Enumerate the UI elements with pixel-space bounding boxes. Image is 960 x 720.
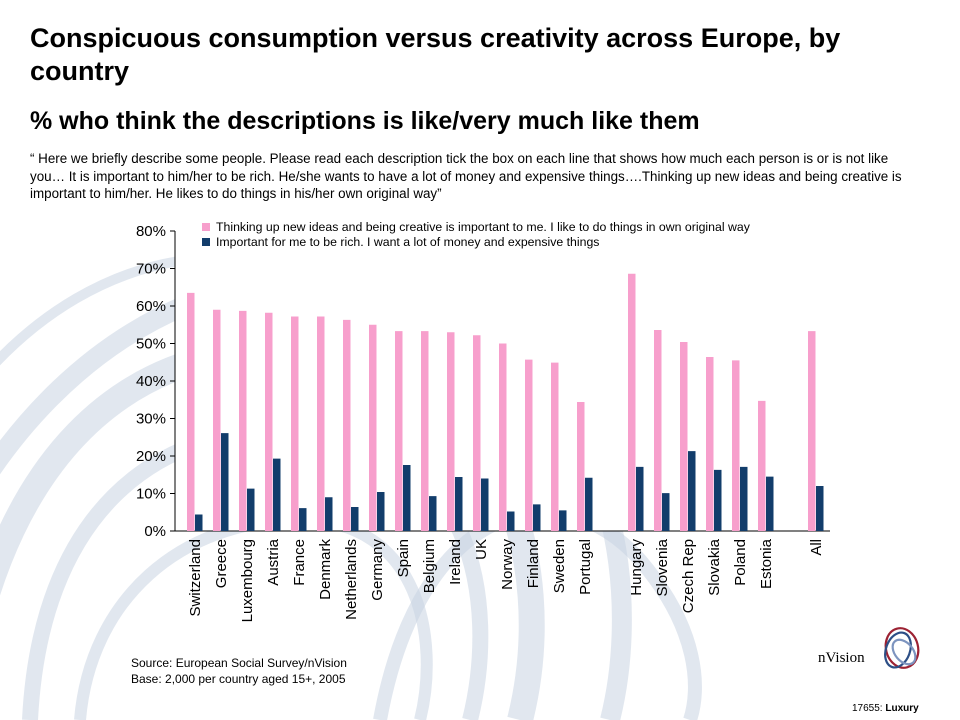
bar-rich [195,514,203,531]
bar-rich [403,465,411,531]
bar-creativity [706,357,714,531]
source-note: Source: European Social Survey/nVision B… [131,655,347,687]
bar-creativity [343,319,351,531]
x-tick-label: Sweden [551,539,568,593]
bar-creativity [421,331,429,531]
bar-rich [714,469,722,531]
bar-creativity [680,342,688,531]
bar-rich [429,496,437,531]
base-line: Base: 2,000 per country aged 15+, 2005 [131,672,346,686]
bar-creativity [654,330,662,531]
y-tick-label: 10% [136,486,166,503]
legend-label: Important for me to be rich. I want a lo… [216,235,599,249]
bar-rich [662,493,670,531]
reference-code: 17655: [852,703,883,714]
nvision-logo: nVision [818,624,928,674]
x-tick-label: UK [473,539,490,560]
bar-creativity [265,312,273,531]
bar-rich [247,488,255,531]
x-tick-label: Luxembourg [239,539,256,622]
bar-rich [221,433,229,531]
bar-rich [377,492,385,531]
nvision-logo-mark [884,627,920,669]
footer-reference: 17655: Luxury [852,703,919,715]
bar-rich [325,497,333,531]
x-tick-label: Czech Rep [680,539,697,613]
y-tick-label: 70% [136,261,166,278]
page-title: Conspicuous consumption versus creativit… [30,23,841,86]
y-tick-label: 20% [136,448,166,465]
x-tick-label: Slovakia [706,538,723,595]
x-tick-label: Estonia [758,538,775,589]
bar-rich [740,466,748,531]
bar-creativity [551,362,559,531]
bar-creativity [525,359,533,531]
y-tick-label: 40% [136,373,166,390]
x-tick-label: Poland [732,539,749,586]
bar-creativity [369,324,377,531]
y-tick-label: 80% [136,223,166,240]
y-tick-label: 0% [144,523,166,540]
bar-rich [559,510,567,531]
bar-rich [481,478,489,531]
x-tick-label: Austria [265,538,282,585]
bar-rich [273,458,281,531]
x-tick-label: Switzerland [187,539,204,617]
bar-creativity [395,331,403,531]
y-tick-label: 50% [136,336,166,353]
x-tick-label: Portugal [577,539,594,595]
bar-creativity [187,292,195,531]
bar-rich [636,466,644,531]
bar-rich [351,507,359,531]
x-tick-label: Norway [499,539,516,590]
bar-creativity [732,360,740,531]
survey-question-quote: “ Here we briefly describe some people. … [30,151,902,201]
bar-rich [455,477,463,531]
bar-rich [816,486,824,531]
x-tick-label: Finland [525,539,542,588]
bar-rich [688,451,696,531]
bar-creativity [499,343,507,531]
legend-label: Thinking up new ideas and being creative… [216,220,751,234]
bar-creativity [317,316,325,531]
bar-creativity [473,335,481,531]
legend-swatch [202,223,210,231]
x-tick-label: Belgium [421,539,438,593]
x-tick-label: Spain [395,539,412,577]
section-tag: Luxury [885,703,919,714]
x-tick-label: Denmark [317,539,334,600]
logo-wordmark: nVision [818,650,865,666]
bar-rich [585,477,593,531]
bar-creativity [213,309,221,531]
y-tick-label: 60% [136,298,166,315]
bar-rich [766,476,774,531]
bar-creativity [577,402,585,531]
x-tick-label: All [808,539,825,556]
legend-swatch [202,238,210,246]
bar-creativity [758,400,766,531]
bar-creativity [447,332,455,531]
bar-rich [507,511,515,531]
bar-creativity [291,316,299,531]
y-tick-label: 30% [136,411,166,428]
x-tick-label: Netherlands [343,539,360,620]
x-tick-label: Greece [213,539,230,588]
bar-creativity [628,273,636,531]
x-tick-label: Ireland [447,539,464,585]
x-tick-label: Germany [369,539,386,601]
bar-creativity [239,310,247,531]
bar-creativity [808,331,816,531]
bar-rich [299,508,307,531]
x-tick-label: Hungary [628,539,645,596]
page-subtitle: % who think the descriptions is like/ver… [30,107,700,135]
x-tick-label: Slovenia [654,538,671,596]
x-tick-label: France [291,539,308,586]
bar-rich [533,504,541,531]
source-line: Source: European Social Survey/nVision [131,656,347,670]
